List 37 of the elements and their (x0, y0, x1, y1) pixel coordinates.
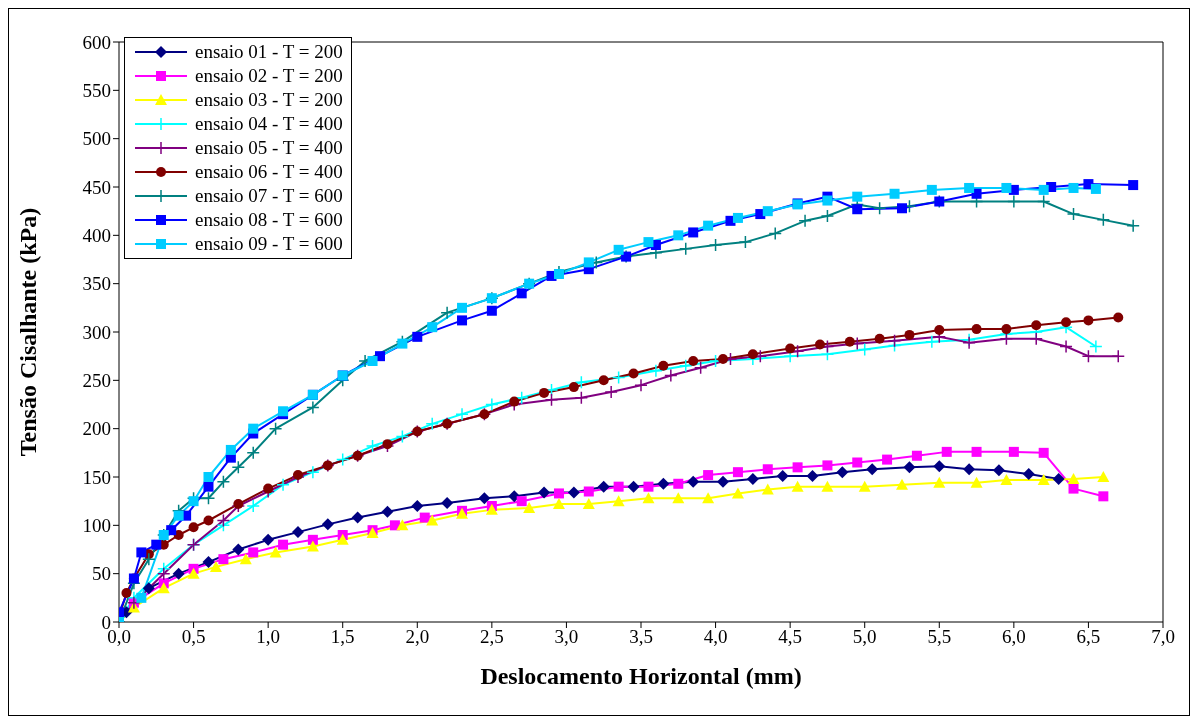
legend-label: ensaio 09 - T = 600 (195, 233, 343, 255)
legend-label: ensaio 07 - T = 600 (195, 185, 343, 207)
legend-label: ensaio 06 - T = 400 (195, 161, 343, 183)
x-tick-label: 5,0 (852, 626, 877, 648)
x-tick-label: 3,0 (554, 626, 579, 648)
x-tick-label: 2,0 (405, 626, 430, 648)
legend-label: ensaio 08 - T = 600 (195, 209, 343, 231)
x-tick-label: 7,0 (1151, 626, 1175, 648)
y-tick-label: 150 (82, 466, 111, 488)
y-tick-label: 300 (82, 321, 111, 343)
x-tick-label: 3,5 (629, 626, 653, 648)
y-tick-label: 100 (82, 515, 111, 537)
x-tick-label: 1,0 (256, 626, 281, 648)
x-tick-label: 5,5 (927, 626, 952, 648)
y-tick-label: 550 (82, 80, 111, 102)
x-tick-label: 6,0 (1001, 626, 1026, 648)
x-tick-label: 2,5 (479, 626, 504, 648)
x-tick-label: 6,5 (1076, 626, 1101, 648)
y-tick-label: 400 (82, 225, 111, 247)
y-axis-title: Tensão Cisalhante (kPa) (14, 207, 41, 457)
x-tick-label: 4,0 (703, 626, 728, 648)
x-axis-title: Deslocamento Horizontal (mm) (480, 663, 802, 689)
y-tick-label: 600 (82, 31, 111, 53)
y-tick-label: 450 (82, 176, 111, 198)
y-tick-label: 500 (82, 128, 111, 150)
x-tick-label: 0,5 (181, 626, 206, 648)
y-tick-label: 50 (92, 563, 111, 585)
legend-label: ensaio 01 - T = 200 (195, 41, 343, 63)
y-tick-label: 200 (82, 418, 111, 440)
x-tick-label: 1,5 (330, 626, 355, 648)
legend-label: ensaio 04 - T = 400 (195, 113, 343, 135)
legend-label: ensaio 02 - T = 200 (195, 65, 343, 87)
legend-label: ensaio 03 - T = 200 (195, 89, 343, 111)
legend-label: ensaio 05 - T = 400 (195, 137, 343, 159)
y-tick-label: 350 (82, 273, 111, 295)
x-tick-label: 4,5 (778, 626, 803, 648)
y-tick-label: 250 (82, 370, 111, 392)
